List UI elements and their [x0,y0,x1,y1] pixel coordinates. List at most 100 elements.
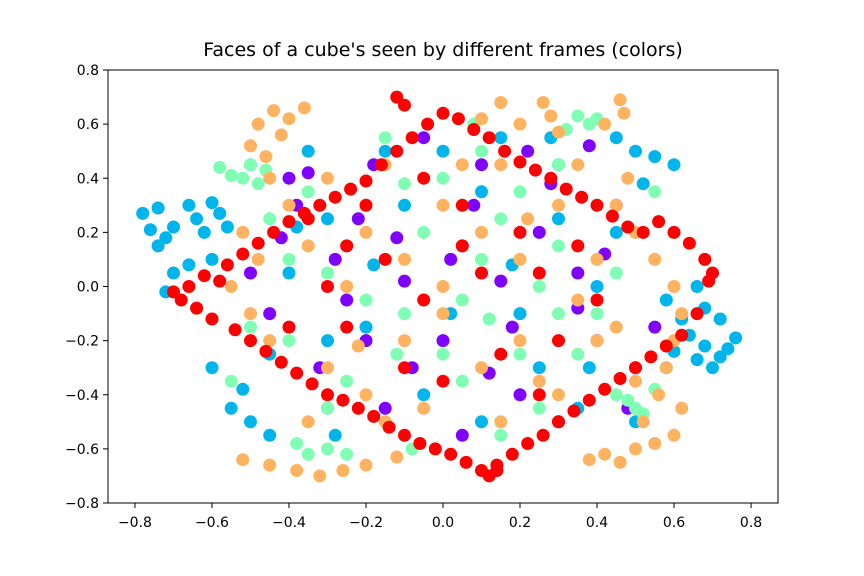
scatter-point-s4-p79 [532,266,546,280]
scatter-point-s3-p38 [609,198,623,212]
scatter-point-s3-p64 [494,158,508,172]
scatter-point-s0-p37 [513,388,527,402]
scatter-point-s3-p21 [359,458,373,472]
scatter-point-s0-p18 [378,401,392,415]
scatter-point-s0-p34 [282,171,296,185]
scatter-point-s1-p29 [690,280,704,293]
scatter-point-s2-p22 [475,252,488,266]
scatter-point-s2-p38 [301,185,315,199]
scatter-point-s3-p31 [652,388,666,402]
scatter-point-s1-p46 [436,144,450,158]
scatter-point-s0-p2 [328,252,342,266]
scatter-point-s4-p53 [582,393,596,407]
scatter-point-s1-p42 [475,185,488,199]
y-tick-label: 0.0 [77,280,99,296]
scatter-point-s4-p33 [428,442,442,456]
scatter-point-s0-p33 [571,266,585,280]
scatter-point-s3-p69 [571,293,585,307]
scatter-point-s4-p8 [236,247,250,261]
scatter-point-s2-p35 [475,144,488,158]
scatter-point-s3-p53 [590,252,604,266]
scatter-point-s1-p38 [236,382,250,396]
scatter-point-s4-p82 [417,293,431,307]
scatter-point-s4-p76 [301,212,315,226]
scatter-point-s1-p7 [197,225,211,239]
scatter-point-s2-p30 [494,428,508,442]
scatter-point-s1-p57 [417,388,431,402]
scatter-point-s2-p32 [340,374,354,388]
scatter-point-s0-p15 [263,307,277,321]
scatter-point-s4-p37 [459,455,473,469]
scatter-point-s0-p1 [301,166,315,180]
scatter-point-s3-p39 [621,171,635,185]
scatter-point-s4-p91 [590,293,604,307]
scatter-point-s1-p2 [151,201,165,215]
scatter-point-s1-p66 [582,361,596,375]
scatter-point-s3-p22 [390,450,404,464]
scatter-point-s1-p9 [213,206,227,220]
scatter-point-s4-p18 [313,198,327,212]
scatter-point-s4-p93 [455,239,469,253]
scatter-point-s2-p39 [513,347,527,361]
scatter-point-s3-p8 [544,109,558,123]
scatter-point-s1-p65 [367,258,381,272]
y-tick-label: −0.6 [65,442,99,458]
scatter-point-s2-p5 [251,177,265,191]
scatter-point-s2-p50 [282,252,296,266]
scatter-point-s3-p61 [590,334,604,348]
scatter-point-s1-p58 [609,225,623,239]
scatter-point-s4-p70 [702,274,716,288]
scatter-point-s3-p34 [675,307,689,321]
scatter-point-s1-p1 [143,223,157,237]
scatter-point-s4-p56 [605,209,619,223]
scatter-point-s4-p96 [340,239,354,253]
scatter-point-s4-p12 [267,225,281,239]
scatter-point-s4-p60 [636,225,650,239]
scatter-point-s3-p45 [282,198,296,212]
x-tick-label: −0.2 [349,515,383,531]
scatter-point-s4-p75 [490,464,504,477]
scatter-point-s4-p9 [244,334,257,348]
scatter-point-s0-p7 [532,225,546,239]
x-tick-label: 0.0 [432,515,454,531]
scatter-point-s4-p7 [228,323,242,337]
scatter-point-s4-p5 [213,274,227,288]
scatter-point-s1-p55 [301,144,315,158]
scatter-point-s4-p63 [659,339,673,353]
scatter-point-s3-p48 [398,252,411,266]
scatter-point-s4-p50 [559,182,573,196]
scatter-point-s2-p37 [571,347,585,361]
scatter-point-s4-p84 [321,280,334,293]
scatter-point-s2-p54 [482,312,496,326]
scatter-point-s4-p23 [351,401,365,415]
scatter-point-s0-p22 [351,212,365,226]
scatter-point-s4-p94 [417,171,431,185]
scatter-point-s3-p49 [436,198,450,212]
scatter-point-s4-p88 [552,334,565,348]
scatter-point-s3-p66 [301,415,315,429]
scatter-point-s3-p65 [571,158,585,172]
scatter-point-s4-p6 [220,258,234,272]
scatter-point-s3-p68 [494,415,508,429]
scatter-point-s2-p55 [390,347,404,361]
scatter-point-s2-p52 [648,185,662,199]
scatter-point-s4-p32 [421,117,435,131]
scatter-point-s1-p47 [475,415,488,429]
scatter-point-s3-p13 [494,96,508,109]
scatter-point-s4-p90 [475,266,488,280]
scatter-point-s4-p22 [344,182,358,196]
scatter-point-s4-p29 [398,428,411,442]
scatter-point-s2-p46 [494,212,508,226]
scatter-point-s3-p28 [667,428,681,442]
scatter-point-s3-p6 [259,150,273,164]
scatter-point-s0-p32 [436,334,450,348]
scatter-point-s3-p50 [475,225,488,239]
scatter-point-s1-p11 [167,266,180,280]
scatter-point-s1-p45 [359,320,373,334]
scatter-point-s3-p41 [244,307,257,321]
scatter-point-s4-p58 [621,220,635,234]
scatter-point-s2-p11 [571,109,585,123]
scatter-point-s2-p45 [244,320,257,334]
scatter-point-s3-p57 [436,307,450,321]
